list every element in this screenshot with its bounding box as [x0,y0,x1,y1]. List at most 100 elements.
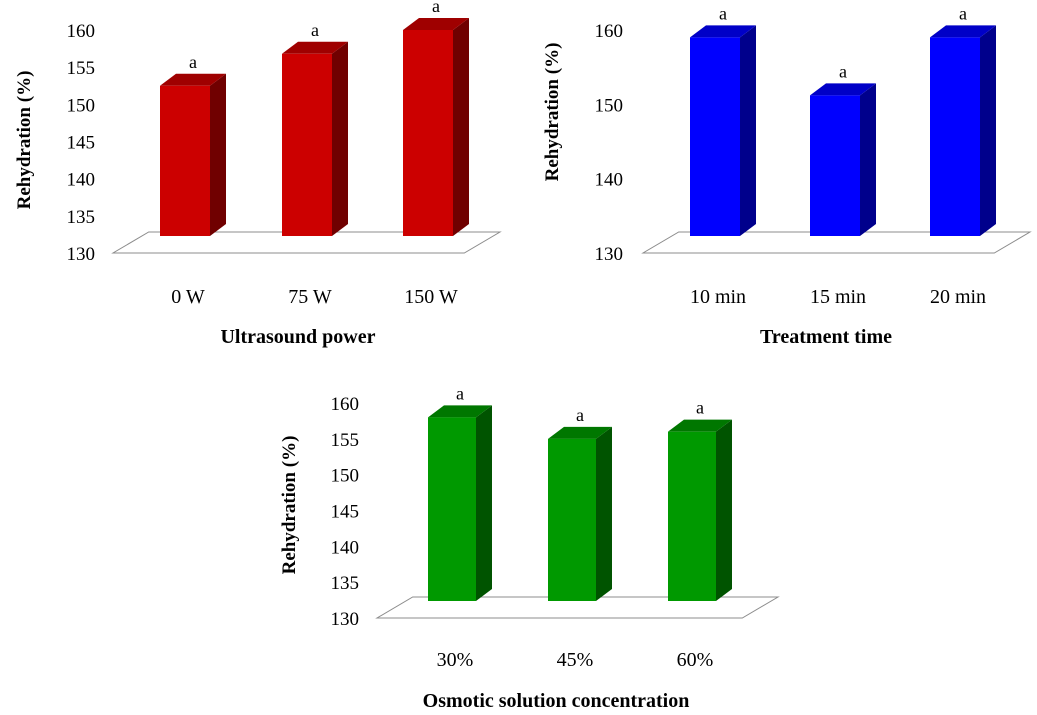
chart-floor [111,231,502,254]
bar-data-label: a [696,398,704,418]
chart-ultrasound-power: a a a 160 155 150 145 140 135 130 0 W 75 W 150 W R… [14,0,502,348]
y-tick-label: 160 [595,21,624,42]
bar-side [210,73,226,236]
bar-front [403,30,453,236]
chart-bars [428,405,732,601]
x-tick-label: 10 min [690,286,746,308]
bar-front [810,95,860,236]
bar-front [690,37,740,236]
y-tick-label: 150 [595,95,624,116]
bar-data-label: a [456,383,464,403]
x-tick-label: 150 W [404,286,458,308]
bar-data-label: a [719,3,727,23]
bar-side [596,426,612,601]
y-tick-label: 130 [67,244,96,265]
bar-top [403,18,469,30]
chart-y-tick-labels: 160 155 150 145 140 135 130 [67,21,96,265]
bar-top [930,25,996,38]
bar-front [160,85,210,236]
floor-plane [111,231,502,254]
y-tick-label: 160 [67,21,96,42]
y-tick-label: 135 [331,573,360,594]
chart-y-axis-label: Rehydration (%) [14,71,35,210]
floor-plane [375,596,780,619]
bar-front [930,37,980,236]
bar-front [428,417,476,601]
x-tick-label: 75 W [288,286,332,308]
bar [403,18,469,236]
chart-treatment-time: a a a 160 150 140 130 10 min 15 min 20 min Rehy… [542,3,1032,348]
bar-data-label: a [839,61,847,81]
x-tick-label: 0 W [171,286,205,308]
y-tick-label: 130 [331,609,360,630]
floor-plane [641,231,1032,254]
y-tick-label: 140 [331,537,360,558]
chart-osmotic-concentration: a a a 160 155 150 145 140 135 130 30% 45% 60% Rehy… [279,383,780,712]
chart-x-tick-labels: 10 min 15 min 20 min [690,286,986,308]
bar-side [332,41,348,236]
chart-x-axis-label: Osmotic solution concentration [423,690,690,712]
bar-top [282,41,348,54]
x-tick-label: 20 min [930,286,986,308]
chart-x-tick-labels: 0 W 75 W 150 W [171,286,458,308]
y-tick-label: 150 [331,466,360,487]
y-tick-label: 160 [331,394,360,415]
y-tick-label: 155 [67,58,96,79]
bar-top [690,25,756,38]
chart-bars [690,25,996,236]
chart-x-axis-label: Ultrasound power [220,326,375,348]
bar [160,73,226,236]
y-tick-label: 140 [595,170,624,191]
bar-data-label: a [311,20,319,40]
bar-side [453,18,469,236]
bar-data-label: a [576,405,584,425]
y-tick-label: 130 [595,244,624,265]
chart-data-labels: a a a [719,3,967,81]
bar [668,419,732,601]
chart-floor [375,596,780,619]
chart-x-tick-labels: 30% 45% 60% [437,649,714,671]
chart-y-tick-labels: 160 150 140 130 [595,21,624,265]
bar [690,25,756,236]
chart-x-axis-label: Treatment time [760,326,892,348]
bar-top [810,83,876,96]
x-tick-label: 15 min [810,286,866,308]
bar-side [716,419,732,601]
bar-top [668,419,732,432]
bar-data-label: a [432,0,440,16]
x-tick-label: 30% [437,649,474,671]
chart-data-labels: a a a [456,383,704,425]
bar-data-label: a [959,3,967,23]
bar-front [668,431,716,601]
bar [282,41,348,236]
chart-data-labels: a a a [189,0,440,72]
bar-side [476,405,492,601]
bar-top [160,73,226,86]
x-tick-label: 45% [557,649,594,671]
bar-front [282,53,332,236]
bar-data-label: a [189,52,197,72]
y-tick-label: 145 [331,502,360,523]
y-tick-label: 145 [67,133,96,154]
bar [548,426,612,601]
y-tick-label: 155 [331,430,360,451]
chart-y-axis-label: Rehydration (%) [542,43,563,182]
chart-floor [641,231,1032,254]
chart-bars [160,18,469,236]
chart-y-tick-labels: 160 155 150 145 140 135 130 [331,394,360,630]
chart-y-axis-label: Rehydration (%) [279,436,300,575]
bar-side [740,25,756,236]
bar-top [548,426,612,439]
bar-side [860,83,876,236]
y-tick-label: 150 [67,95,96,116]
bar [810,83,876,236]
bar-top [428,405,492,418]
bar-front [548,438,596,601]
bar-side [980,25,996,236]
x-tick-label: 60% [677,649,714,671]
y-tick-label: 135 [67,207,96,228]
bar [428,405,492,601]
y-tick-label: 140 [67,170,96,191]
bar [930,25,996,236]
